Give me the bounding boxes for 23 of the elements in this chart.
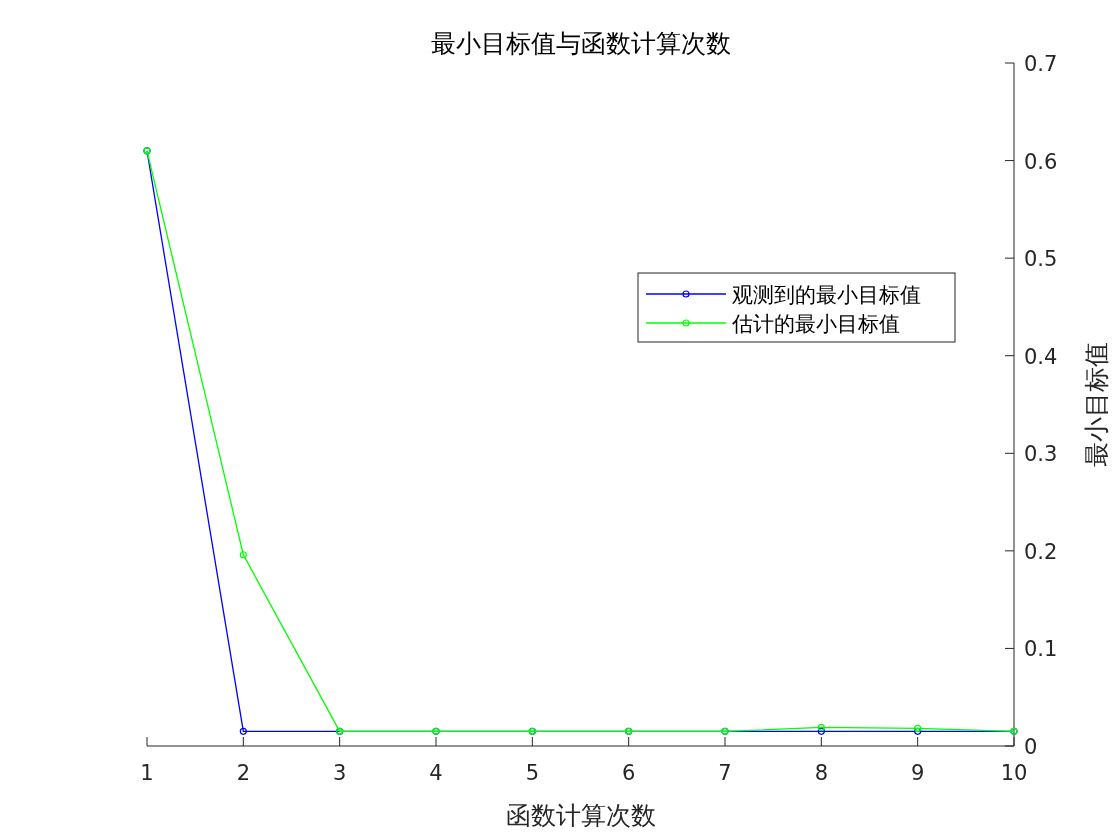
x-tick-label: 10 bbox=[1000, 761, 1028, 785]
x-tick-label: 7 bbox=[718, 761, 732, 785]
y-tick-label: 0.6 bbox=[1024, 149, 1058, 174]
x-axis-title: 函数计算次数 bbox=[505, 801, 656, 830]
y-axis-title: 最小目标值 bbox=[1082, 342, 1111, 467]
y-tick-label: 0.7 bbox=[1024, 52, 1058, 76]
x-tick-label: 4 bbox=[429, 761, 443, 785]
x-tick-label: 8 bbox=[814, 761, 829, 785]
y-tick-label: 0.5 bbox=[1024, 247, 1058, 272]
y-tick-label: 0.1 bbox=[1024, 637, 1058, 662]
x-tick-label: 9 bbox=[910, 761, 925, 785]
x-tick-label: 1 bbox=[140, 761, 154, 785]
x-tick-label: 5 bbox=[525, 761, 540, 785]
chart-title: 最小目标值与函数计算次数 bbox=[430, 29, 731, 58]
legend-label: 估计的最小目标值 bbox=[731, 312, 900, 336]
legend-label: 观测到的最小目标值 bbox=[732, 283, 921, 307]
y-tick-label: 0.3 bbox=[1024, 442, 1058, 467]
y-tick-label: 0.2 bbox=[1024, 539, 1058, 564]
x-tick-label: 3 bbox=[332, 761, 347, 785]
x-tick-label: 6 bbox=[621, 761, 636, 785]
x-tick-label: 2 bbox=[236, 761, 251, 785]
y-tick-label: 0.4 bbox=[1024, 344, 1058, 369]
y-tick-label: 0 bbox=[1024, 735, 1038, 759]
